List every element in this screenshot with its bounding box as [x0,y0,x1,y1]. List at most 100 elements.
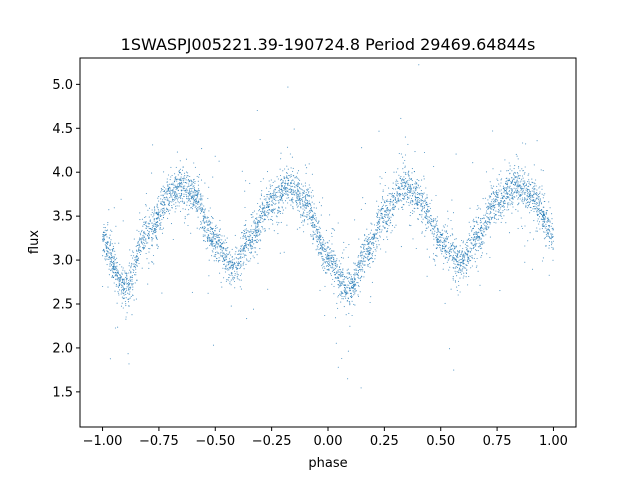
data-point [119,273,121,276]
data-point [516,184,518,186]
data-point [268,198,270,200]
data-point [390,216,392,218]
data-point [148,267,150,269]
data-point [188,195,190,197]
data-point [429,219,431,221]
data-point [490,218,493,220]
data-point [296,203,298,205]
data-point [403,171,405,173]
data-point [423,200,425,202]
data-point [504,199,506,202]
data-point [480,243,482,245]
data-point [279,212,282,215]
data-point [178,205,180,207]
data-point [174,184,176,186]
data-point [177,197,179,199]
data-point [542,214,544,217]
data-point [384,215,386,217]
data-point [476,236,478,238]
data-point [490,193,493,195]
data-point [382,190,384,193]
data-point [506,187,508,189]
data-point [181,193,183,196]
data-point [296,206,298,208]
data-point [204,221,206,223]
data-point [467,257,469,259]
data-point [196,193,198,195]
data-point [322,255,324,257]
data-point [547,235,549,237]
data-point [332,250,334,252]
data-point [357,266,359,268]
data-point [523,191,525,193]
data-point [392,203,394,205]
data-point [160,210,162,212]
data-point [470,255,472,257]
data-point [390,198,392,200]
data-point [506,196,509,198]
data-point [121,302,123,304]
data-point [346,291,348,293]
data-point [536,230,538,232]
data-point [371,253,373,255]
data-point [441,236,443,239]
data-point [529,190,531,192]
data-point [350,286,352,288]
data-point [134,256,136,258]
data-point [392,199,395,201]
data-point [223,252,225,254]
data-point [317,243,320,245]
data-point [212,241,214,243]
data-point [360,277,362,279]
data-point [387,210,389,212]
data-point [408,185,410,187]
data-point [344,290,346,292]
data-point [490,201,492,203]
data-point [544,227,546,229]
data-point [211,241,213,243]
data-point [237,274,239,276]
data-point [434,224,436,226]
data-point [177,190,179,192]
data-point [485,171,488,173]
data-point [136,261,138,263]
data-point [109,264,111,266]
data-point [125,276,127,278]
data-point [354,263,356,265]
data-point [257,262,259,264]
data-point [457,280,460,282]
data-point [458,250,460,252]
data-point [544,219,546,221]
data-point [161,218,163,220]
data-point [215,235,217,237]
data-point [347,378,349,380]
data-point [201,211,203,213]
data-point [398,199,400,201]
data-point [427,206,429,208]
data-point [476,265,478,267]
data-point [481,241,483,243]
data-point [218,245,220,247]
data-point [349,303,351,305]
data-point [445,244,447,246]
data-point [506,184,508,186]
data-points [102,64,554,389]
data-point [345,297,347,299]
data-point [343,249,345,251]
data-point [275,200,277,202]
data-point [122,287,125,289]
data-point [521,199,523,201]
data-point [478,231,480,233]
data-point [339,281,341,283]
data-point [103,250,105,252]
data-point [472,238,474,240]
data-point [464,259,466,261]
data-point [215,247,217,249]
data-point [250,243,252,245]
data-point [262,211,264,213]
data-point [143,231,145,233]
data-point [299,198,301,200]
data-point [260,215,262,217]
data-point [363,248,365,250]
data-point [265,215,267,217]
